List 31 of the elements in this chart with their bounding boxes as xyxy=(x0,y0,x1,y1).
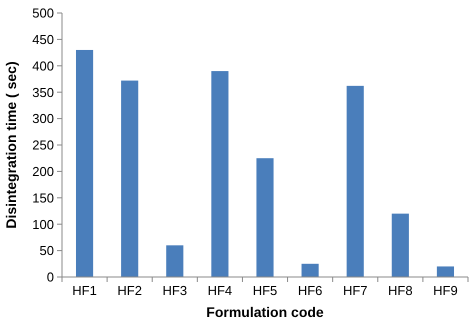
x-tick-label: HF3 xyxy=(162,283,188,298)
x-tick-label: HF9 xyxy=(433,283,458,298)
y-tick-label: 400 xyxy=(32,58,54,74)
bar xyxy=(211,71,228,277)
x-tick-label: HF8 xyxy=(388,283,413,298)
bar xyxy=(166,245,184,277)
y-tick-label: 150 xyxy=(32,190,54,206)
x-tick-label: HF5 xyxy=(252,283,278,298)
x-tick-label: HF1 xyxy=(72,283,97,298)
bar xyxy=(256,158,274,277)
y-tick-label: 0 xyxy=(46,270,54,285)
y-tick-label: 200 xyxy=(32,164,54,179)
x-tick-label: HF6 xyxy=(298,283,322,298)
bar xyxy=(302,264,319,277)
x-tick-label: HF7 xyxy=(342,283,368,298)
y-tick-label: 450 xyxy=(32,32,54,47)
bar xyxy=(121,80,138,277)
x-tick-label: HF4 xyxy=(208,283,232,298)
x-axis-title: Formulation code xyxy=(206,304,324,320)
bar xyxy=(436,266,454,277)
x-tick-label: HF2 xyxy=(117,283,142,298)
y-tick-label: 50 xyxy=(40,243,54,258)
y-tick-label: 250 xyxy=(32,138,54,153)
y-axis-title: Disintegration time ( sec) xyxy=(3,61,19,229)
y-tick-label: 100 xyxy=(32,216,54,232)
y-tick-label: 500 xyxy=(32,6,54,21)
bar xyxy=(76,50,94,277)
y-tick-label: 350 xyxy=(32,84,54,100)
bar xyxy=(392,214,409,277)
y-tick-label: 300 xyxy=(32,111,54,126)
bar xyxy=(346,86,364,277)
